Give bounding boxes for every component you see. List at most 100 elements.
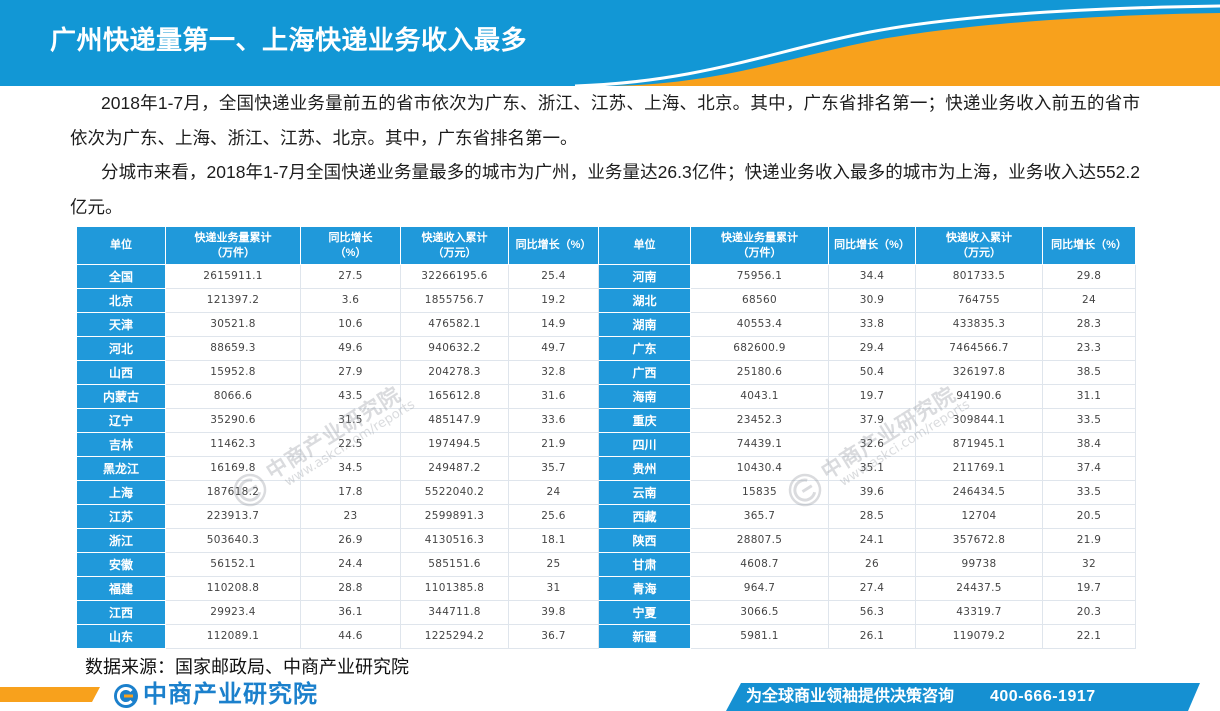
table-header: 单位 快递业务量累计 （万件） 同比增长 （%） 快递收入累计 （万元） 同比增长（%） 单位快… (76, 226, 1136, 265)
value-cell: 49.6 (300, 336, 401, 361)
region-cell: 四川 (598, 432, 691, 457)
column-header: 快递业务量累计 （万件） (165, 226, 301, 265)
value-cell: 211769.1 (915, 456, 1043, 481)
region-cell: 新疆 (598, 624, 691, 649)
table-row: 河北 88659.3 49.6 940632.2 49.7 广东 682600.9 29.4 7… (76, 336, 1136, 361)
value-cell: 24.4 (300, 552, 401, 577)
value-cell: 940632.2 (400, 336, 509, 361)
value-cell: 36.7 (508, 624, 599, 649)
value-cell: 223913.7 (165, 504, 301, 529)
column-header-line: （%） (334, 246, 367, 259)
table-row: 全国 2615911.1 27.5 32266195.6 25.4 河南 75956.1 34… (76, 264, 1136, 289)
footer-phone: 400-666-1917 (990, 688, 1096, 705)
express-data-table: 单位 快递业务量累计 （万件） 同比增长 （%） 快递收入累计 （万元） 同比增长（%） 单位快… (76, 226, 1136, 649)
value-cell: 344711.8 (400, 600, 509, 625)
column-header-line: 快递收入累计 (946, 231, 1012, 244)
value-cell: 33.5 (1042, 480, 1136, 505)
value-cell: 19.7 (828, 384, 916, 409)
value-cell: 24 (508, 480, 599, 505)
value-cell: 21.9 (1042, 528, 1136, 553)
table-row: 辽宁 35290.6 31.5 485147.9 33.6 重庆 23452.3 37.9 30… (76, 408, 1136, 433)
value-cell: 433835.3 (915, 312, 1043, 337)
table-row: 上海 187618.2 17.8 5522040.2 24 云南 15835 39.6 2464… (76, 480, 1136, 505)
value-cell: 37.9 (828, 408, 916, 433)
value-cell: 10430.4 (690, 456, 829, 481)
column-header: 快递收入累计 （万元） (400, 226, 509, 265)
value-cell: 68560 (690, 288, 829, 313)
value-cell: 50.4 (828, 360, 916, 385)
value-cell: 28807.5 (690, 528, 829, 553)
region-cell: 陕西 (598, 528, 691, 553)
value-cell: 44.6 (300, 624, 401, 649)
footer-band (0, 683, 1200, 711)
value-cell: 94190.6 (915, 384, 1043, 409)
value-cell: 12704 (915, 504, 1043, 529)
value-cell: 764755 (915, 288, 1043, 313)
region-cell: 广西 (598, 360, 691, 385)
column-header-line: 单位 (633, 239, 656, 251)
value-cell: 27.5 (300, 264, 401, 289)
region-cell: 江西 (76, 600, 166, 625)
value-cell: 27.4 (828, 576, 916, 601)
value-cell: 801733.5 (915, 264, 1043, 289)
value-cell: 35.7 (508, 456, 599, 481)
value-cell: 2615911.1 (165, 264, 301, 289)
value-cell: 28.5 (828, 504, 916, 529)
value-cell: 4043.1 (690, 384, 829, 409)
table-body: 全国 2615911.1 27.5 32266195.6 25.4 河南 75956.1 34… (76, 264, 1136, 649)
logo-icon (114, 684, 138, 708)
value-cell: 33.6 (508, 408, 599, 433)
value-cell: 17.8 (300, 480, 401, 505)
table-row: 内蒙古 8066.6 43.5 165612.8 31.6 海南 4043.1 19.7 941… (76, 384, 1136, 409)
table-row: 安徽 56152.1 24.4 585151.6 25 甘肃 4608.7 26 99738 32 (76, 552, 1136, 577)
table-row: 江苏 223913.7 23 2599891.3 25.6 西藏 365.7 28.5 1270… (76, 504, 1136, 529)
value-cell: 14.9 (508, 312, 599, 337)
value-cell: 24 (1042, 288, 1136, 313)
value-cell: 249487.2 (400, 456, 509, 481)
value-cell: 682600.9 (690, 336, 829, 361)
value-cell: 187618.2 (165, 480, 301, 505)
value-cell: 43319.7 (915, 600, 1043, 625)
region-cell: 广东 (598, 336, 691, 361)
region-cell: 全国 (76, 264, 166, 289)
value-cell: 31.5 (300, 408, 401, 433)
value-cell: 25 (508, 552, 599, 577)
value-cell: 5981.1 (690, 624, 829, 649)
value-cell: 21.9 (508, 432, 599, 457)
value-cell: 585151.6 (400, 552, 509, 577)
value-cell: 485147.9 (400, 408, 509, 433)
column-header-line: 单位 (110, 239, 132, 251)
value-cell: 38.5 (1042, 360, 1136, 385)
value-cell: 32266195.6 (400, 264, 509, 289)
table-row: 黑龙江 16169.8 34.5 249487.2 35.7 贵州 10430.4 35.1 2… (76, 456, 1136, 481)
region-cell: 福建 (76, 576, 166, 601)
region-cell: 贵州 (598, 456, 691, 481)
region-cell: 江苏 (76, 504, 166, 529)
header-swoosh-line (574, 4, 1220, 88)
value-cell: 11462.3 (165, 432, 301, 457)
column-header: 单位 (76, 226, 166, 265)
column-header-line: 同比增长（%） (834, 239, 910, 251)
value-cell: 39.8 (508, 600, 599, 625)
value-cell: 19.2 (508, 288, 599, 313)
intro-paragraph: 分城市来看，2018年1-7月全国快递业务量最多的城市为广州，业务量达26.3亿… (70, 162, 1140, 217)
region-cell: 西藏 (598, 504, 691, 529)
value-cell: 22.5 (300, 432, 401, 457)
value-cell: 33.5 (1042, 408, 1136, 433)
value-cell: 29923.4 (165, 600, 301, 625)
column-header-line: 快递业务量累计 (721, 231, 798, 244)
region-cell: 湖南 (598, 312, 691, 337)
value-cell: 112089.1 (165, 624, 301, 649)
table-row: 山西 15952.8 27.9 204278.3 32.8 广西 25180.6 50.4 32… (76, 360, 1136, 385)
value-cell: 40553.4 (690, 312, 829, 337)
value-cell: 35.1 (828, 456, 916, 481)
value-cell: 10.6 (300, 312, 401, 337)
footer-slogan: 为全球商业领袖提供决策咨询 (746, 688, 955, 705)
value-cell: 1225294.2 (400, 624, 509, 649)
table-row: 北京 121397.2 3.6 1855756.7 19.2 湖北 68560 30.9 764… (76, 288, 1136, 313)
region-cell: 安徽 (76, 552, 166, 577)
value-cell: 165612.8 (400, 384, 509, 409)
value-cell: 20.3 (1042, 600, 1136, 625)
value-cell: 7464566.7 (915, 336, 1043, 361)
footer-orange-bar (0, 687, 100, 702)
